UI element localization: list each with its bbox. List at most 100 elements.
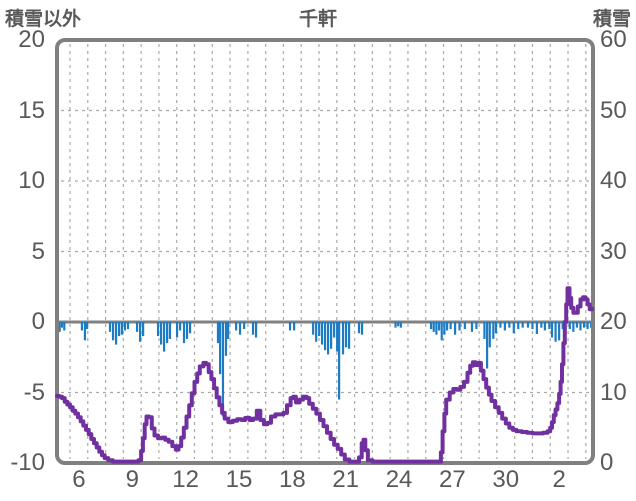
precip-bar bbox=[126, 322, 130, 330]
x-axis-tick: 6 bbox=[72, 466, 86, 493]
x-axis-tick: 24 bbox=[385, 466, 413, 493]
precip-bar bbox=[254, 322, 258, 338]
precip-bar bbox=[568, 322, 571, 330]
precip-bar bbox=[175, 322, 179, 338]
precip-bar bbox=[470, 322, 474, 332]
precip-bar bbox=[188, 322, 192, 334]
precip-bar bbox=[526, 322, 530, 328]
precip-bar bbox=[83, 322, 87, 341]
right-axis-tick: 20 bbox=[600, 308, 627, 335]
precip-bar bbox=[114, 322, 118, 345]
precip-bar bbox=[521, 322, 524, 328]
precip-bar bbox=[572, 322, 575, 332]
chart-title: 千軒 bbox=[298, 9, 337, 30]
precip-bar bbox=[531, 322, 534, 330]
precip-bar bbox=[437, 322, 441, 331]
precip-bar bbox=[333, 322, 336, 338]
precip-bar bbox=[548, 322, 551, 330]
precip-bar bbox=[156, 322, 160, 337]
precip-bar bbox=[185, 322, 189, 339]
precip-bar bbox=[575, 322, 579, 328]
right-axis-tick: 30 bbox=[600, 237, 627, 265]
precip-bar bbox=[142, 322, 145, 337]
precip-bar bbox=[399, 322, 402, 328]
precip-bar bbox=[429, 322, 433, 330]
precip-bar bbox=[85, 322, 89, 330]
x-axis-tick: 12 bbox=[172, 466, 199, 493]
x-axis-tick: 18 bbox=[278, 466, 306, 493]
precip-bar bbox=[508, 322, 511, 328]
precip-bar bbox=[488, 322, 491, 348]
precip-bar bbox=[453, 322, 457, 335]
precip-bar bbox=[166, 322, 169, 344]
precip-bar bbox=[485, 322, 489, 369]
precip-bar bbox=[579, 322, 582, 331]
precip-bar bbox=[58, 322, 61, 332]
precip-bar bbox=[443, 322, 446, 335]
right-axis-title: 積雪 bbox=[592, 9, 631, 30]
precip-bar bbox=[227, 322, 230, 339]
snow-depth-line bbox=[55, 286, 594, 464]
precip-bar bbox=[540, 322, 543, 328]
precip-bar bbox=[224, 322, 228, 356]
right-axis-tick: 40 bbox=[600, 167, 627, 194]
precip-bar bbox=[499, 322, 502, 328]
precip-bar bbox=[475, 322, 478, 330]
precip-bar bbox=[315, 322, 318, 342]
precip-bar bbox=[550, 322, 554, 338]
left-axis-title: 積雪以外 bbox=[5, 9, 82, 30]
precip-bar bbox=[235, 322, 238, 331]
precip-bar bbox=[360, 322, 364, 335]
precip-bar bbox=[326, 322, 330, 355]
precip-bar bbox=[458, 322, 461, 331]
precip-bar bbox=[357, 322, 361, 334]
precip-bar bbox=[238, 322, 242, 335]
x-axis-tick: 9 bbox=[125, 466, 139, 493]
x-axis-tick: 27 bbox=[439, 466, 466, 493]
precip-bar bbox=[445, 322, 449, 331]
left-axis-tick: -5 bbox=[23, 378, 45, 406]
precip-bar bbox=[80, 322, 84, 331]
precip-bar bbox=[178, 322, 182, 331]
precip-bar bbox=[440, 322, 443, 341]
precip-bar bbox=[60, 322, 64, 328]
left-axis-tick: 10 bbox=[18, 167, 45, 194]
right-axis-tick: 50 bbox=[600, 96, 627, 124]
precip-bar bbox=[168, 322, 172, 339]
precip-bar bbox=[336, 322, 339, 352]
precip-bar bbox=[216, 322, 220, 344]
precip-bar bbox=[449, 322, 452, 330]
precip-bar bbox=[243, 322, 246, 330]
x-axis-tick: 21 bbox=[332, 466, 360, 493]
precip-bar bbox=[219, 322, 222, 375]
right-axis-tick: 10 bbox=[600, 378, 627, 406]
precip-bar bbox=[394, 322, 397, 328]
precip-bar bbox=[288, 322, 292, 331]
precip-bar bbox=[323, 322, 327, 351]
precip-bar bbox=[123, 322, 127, 331]
precip-bar bbox=[397, 322, 400, 327]
precip-bar bbox=[344, 322, 348, 348]
precip-bar bbox=[582, 322, 586, 328]
precip-bar bbox=[432, 322, 435, 332]
precip-bar bbox=[320, 322, 324, 345]
precip-bar bbox=[341, 322, 345, 355]
x-axis-tick: 30 bbox=[492, 466, 520, 493]
left-axis-tick: 0 bbox=[31, 308, 45, 335]
precip-bar bbox=[182, 322, 186, 344]
precip-bar bbox=[492, 322, 495, 339]
left-axis-tick: 20 bbox=[18, 26, 45, 53]
precip-bar bbox=[159, 322, 163, 345]
precip-bar bbox=[111, 322, 115, 341]
precip-bar bbox=[435, 322, 438, 335]
precip-bar bbox=[120, 322, 124, 335]
left-axis-tick: 15 bbox=[18, 96, 45, 124]
precip-bar bbox=[330, 322, 333, 349]
precip-bar bbox=[483, 322, 486, 339]
precip-bar bbox=[543, 322, 547, 331]
precip-bar bbox=[312, 322, 315, 335]
precip-bar bbox=[503, 322, 506, 331]
precip-bar bbox=[135, 322, 139, 332]
precip-bar bbox=[535, 322, 539, 334]
